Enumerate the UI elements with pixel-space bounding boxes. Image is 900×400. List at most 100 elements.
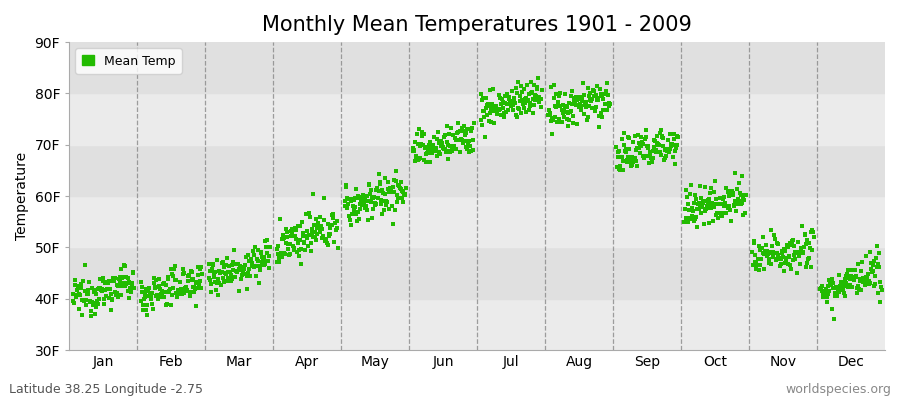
Point [814,284,828,291]
Point [431,140,446,146]
Point [122,295,137,301]
Point [346,210,360,217]
Point [641,143,655,150]
Point [494,112,508,118]
Point [460,146,474,153]
Point [554,90,568,96]
Point [510,105,525,112]
Point [355,194,369,200]
Point [248,252,262,258]
Point [778,248,793,254]
Point [397,192,411,198]
Point [311,224,326,230]
Point [626,159,641,166]
Point [278,226,293,232]
Point [186,284,201,290]
Point [458,132,473,138]
Point [304,240,319,246]
Point [799,241,814,247]
Point [501,94,516,100]
Point [252,267,266,274]
Point [820,294,834,300]
Point [102,278,116,284]
Point [365,205,380,212]
Point [532,98,546,105]
Point [449,146,464,152]
Point [231,266,246,272]
Point [73,292,87,298]
Point [177,287,192,293]
Point [760,251,775,258]
Point [124,284,139,290]
Point [639,133,653,140]
Point [806,234,821,241]
Point [230,261,245,267]
Point [156,281,170,288]
Point [377,198,392,204]
Point [390,199,404,205]
Point [723,206,737,213]
Point [455,124,470,131]
Point [830,284,844,291]
Point [76,298,91,304]
Point [614,154,628,160]
Point [398,192,412,198]
Point [777,246,791,252]
Point [663,130,678,137]
Point [228,274,242,281]
Point [840,273,854,279]
Point [72,291,86,298]
Point [412,126,427,132]
Point [719,185,733,191]
Point [841,284,855,290]
Point [295,230,310,236]
Point [731,198,745,204]
Point [752,262,767,268]
Point [821,291,835,297]
Point [452,136,466,143]
Point [770,240,785,246]
Point [650,133,664,139]
Point [561,110,575,116]
Point [610,164,625,170]
Point [620,159,634,165]
Point [721,188,735,195]
Point [862,281,877,288]
Point [114,292,129,298]
Point [526,110,540,116]
Point [655,132,670,139]
Point [350,209,365,216]
Point [109,290,123,296]
Point [631,132,645,139]
Point [473,116,488,123]
Point [149,293,164,299]
Point [310,225,325,231]
Point [530,86,544,92]
Point [238,254,253,260]
Point [694,210,708,216]
Point [598,101,612,108]
Point [515,88,529,95]
Point [318,237,332,243]
Point [685,212,699,219]
Point [683,216,698,222]
Point [347,204,362,210]
Point [628,133,643,139]
Point [418,159,433,165]
Point [363,181,377,187]
Point [151,296,166,302]
Point [595,114,609,120]
Point [285,229,300,235]
Point [307,234,321,241]
Point [168,290,183,296]
Point [792,252,806,259]
Point [526,96,540,102]
Point [658,146,672,153]
Point [396,188,410,195]
Point [611,165,625,172]
Point [322,231,337,238]
Point [101,280,115,286]
Point [624,163,638,170]
Point [562,100,576,106]
Point [105,275,120,281]
